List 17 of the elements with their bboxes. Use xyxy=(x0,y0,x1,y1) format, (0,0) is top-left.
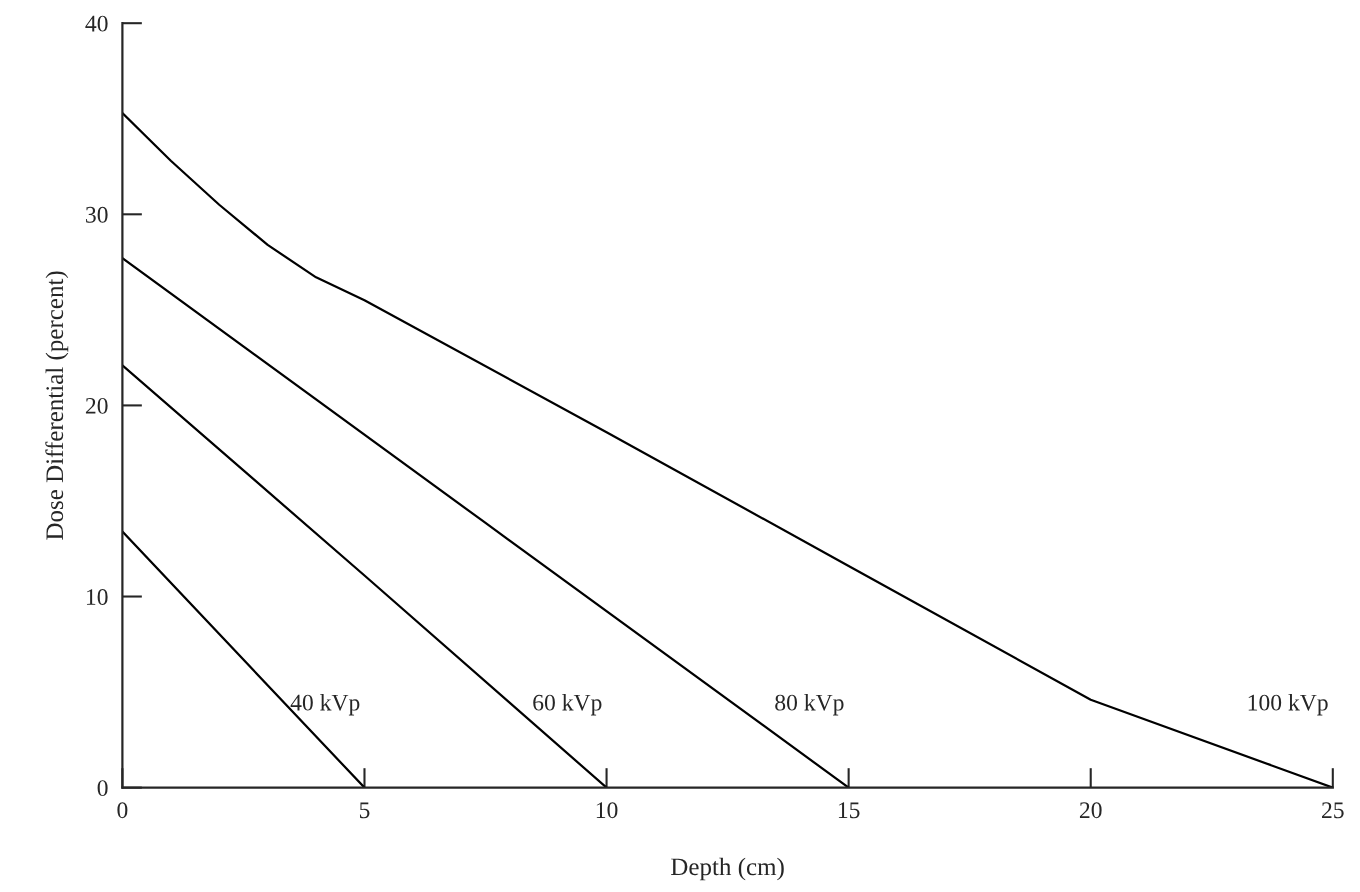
y-tick-label: 20 xyxy=(85,397,108,414)
x-tick-label: 5 xyxy=(359,802,370,819)
x-tick-label: 10 xyxy=(596,802,618,819)
series-label: 80 kVp xyxy=(775,694,844,716)
x-axis-title: Depth (cm) xyxy=(671,857,784,881)
y-axis-title: Dose Differential (percent) xyxy=(45,271,69,540)
x-tick-label: 25 xyxy=(1322,802,1344,819)
series-label: 100 kVp xyxy=(1248,694,1328,716)
y-tick-label: 40 xyxy=(85,15,108,32)
y-tick-label: 30 xyxy=(86,206,108,223)
series-label: 40 kVp xyxy=(290,694,360,716)
x-tick-label: 15 xyxy=(838,802,860,819)
series-label: 60 kVp xyxy=(533,694,602,716)
y-tick-label: 10 xyxy=(86,589,108,605)
y-tick-label: 0 xyxy=(97,780,108,797)
x-tick-label: 0 xyxy=(117,802,128,819)
x-tick-label: 20 xyxy=(1079,802,1102,819)
